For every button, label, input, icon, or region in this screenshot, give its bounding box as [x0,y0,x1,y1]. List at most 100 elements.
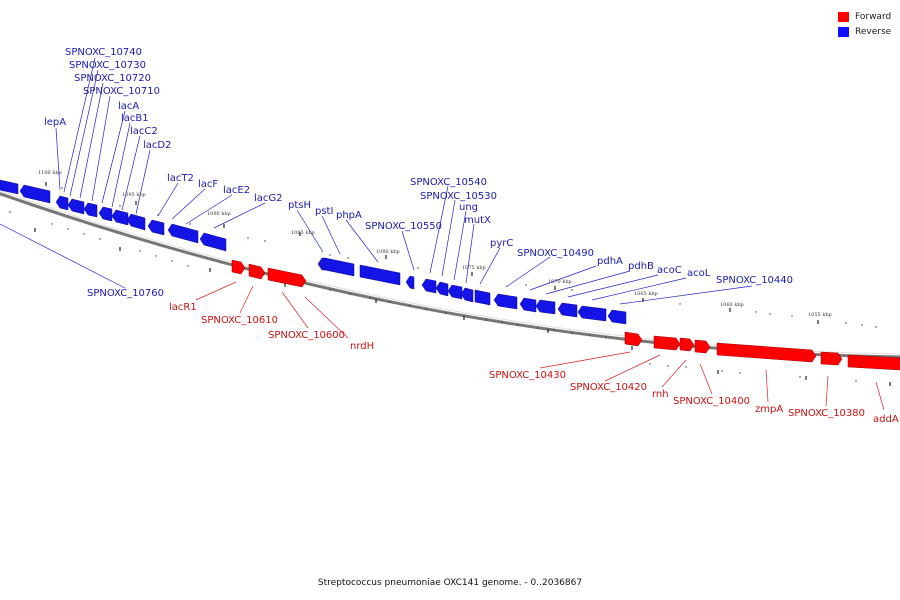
gene-label[interactable]: SPNOXC_10760 [87,288,164,299]
gene-arrow[interactable] [317,257,326,271]
gene-arrow[interactable] [324,257,355,277]
gene-label[interactable]: ptsH [288,200,311,211]
gene-label[interactable]: lacD2 [143,140,171,151]
leader-line [619,285,753,305]
gene-label[interactable]: lacR1 [169,302,197,313]
gene-arrow[interactable] [493,293,518,310]
gene-arrow[interactable] [694,339,711,354]
minor-tick [99,238,101,240]
gene-label[interactable]: SPNOXC_10530 [420,191,497,202]
gene-label[interactable]: SPNOXC_10380 [788,408,865,419]
gene-arrow[interactable] [126,213,146,231]
gene-arrow[interactable] [359,264,401,286]
minor-tick [875,326,877,328]
gene-label[interactable]: pstI [315,206,333,217]
leader-line [591,277,687,301]
gene-arrow[interactable] [248,263,266,280]
gene-arrow[interactable] [421,278,437,294]
gene-arrow[interactable] [624,331,643,347]
gene-arrow[interactable] [557,302,578,318]
gene-arrow[interactable] [535,299,556,315]
gene-arrow[interactable] [67,198,85,215]
leader-line [429,185,449,274]
gene-label[interactable]: rnh [652,389,669,400]
minor-tick [685,366,687,368]
gene-label[interactable]: SPNOXC_10740 [65,47,142,58]
gene-label[interactable]: phpA [336,210,362,221]
gene-label[interactable]: ung [459,202,478,213]
gene-label[interactable]: pyrC [490,238,513,249]
minor-tick [139,250,141,252]
gene-arrow[interactable] [405,275,415,290]
gene-label[interactable]: SPNOXC_10610 [201,315,278,326]
leader-line [401,230,415,271]
gene-label[interactable]: mutX [464,215,491,226]
gene-label[interactable]: SPNOXC_10550 [365,221,442,232]
gene-arrow[interactable] [847,354,900,371]
gene-label[interactable]: lacB1 [121,113,149,124]
gene-label[interactable]: SPNOXC_10420 [570,382,647,393]
reverse-leader-lines [0,57,753,305]
gene-label[interactable]: pdhA [597,256,623,267]
gene-label[interactable]: SPNOXC_10540 [410,177,487,188]
gene-label[interactable]: acoC [657,265,682,276]
leader-line [345,219,379,263]
gene-label[interactable]: addA [873,414,899,425]
minor-tick [845,322,847,324]
gene-arrow[interactable] [435,281,449,297]
gene-label[interactable]: pdhB [628,261,654,272]
gene-arrow[interactable] [447,284,463,300]
gene-label[interactable]: lacT2 [167,173,194,184]
gene-label[interactable]: SPNOXC_10430 [489,370,566,381]
leader-line [453,210,467,281]
gene-label[interactable]: SPNOXC_10440 [716,275,793,286]
gene-arrow[interactable] [83,202,98,218]
gene-arrow[interactable] [267,267,307,288]
gene-arrow[interactable] [519,297,537,313]
reverse-gene-labels: SPNOXC_10740 SPNOXC_10730 SPNOXC_10720 S… [44,47,793,299]
gene-arrow[interactable] [55,195,69,211]
minor-tick [119,205,121,207]
gene-arrow[interactable] [19,184,51,204]
gene-arrow[interactable] [607,309,627,325]
leader-line [465,223,475,284]
gene-label[interactable]: SPNOXC_10400 [673,396,750,407]
gene-arrow[interactable] [460,287,474,303]
gene-arrow[interactable] [577,305,607,322]
gene-arrow[interactable] [653,335,681,351]
gene-arrow[interactable] [716,342,817,363]
leader-line [0,223,126,289]
gene-arrow[interactable] [231,259,246,275]
gene-arrow[interactable] [199,232,227,252]
gene-label[interactable]: SPNOXC_10490 [517,248,594,259]
minor-tick [721,370,723,372]
gene-label[interactable]: nrdH [350,341,374,352]
minor-tick [553,329,555,331]
gene-label[interactable]: SPNOXC_10600 [268,330,345,341]
minor-tick [791,315,793,317]
gene-label[interactable]: lacF [198,179,218,190]
gene-arrow[interactable] [98,206,113,222]
gene-label[interactable]: SPNOXC_10730 [69,60,146,71]
gene-label[interactable]: lacA [118,101,139,112]
gene-label[interactable]: acoL [687,268,711,279]
leader-line [539,351,631,369]
gene-label[interactable]: lepA [44,117,66,128]
minor-tick [501,321,503,323]
leader-line [281,291,309,329]
gene-arrow[interactable] [474,289,491,306]
gene-arrow[interactable] [820,351,843,366]
gene-arrow[interactable] [167,223,199,244]
gene-arrow[interactable] [111,209,129,226]
gene-label[interactable]: lacC2 [130,126,158,137]
gene-arrow[interactable] [147,219,165,236]
gene-label[interactable]: zmpA [755,404,783,415]
gene-arrow[interactable] [679,337,695,352]
gene-label[interactable]: SPNOXC_10710 [83,86,160,97]
leader-line [55,127,61,191]
gene-label[interactable]: lacG2 [254,193,283,204]
minor-tick [187,265,189,267]
gene-label[interactable]: lacE2 [223,185,250,196]
gene-label[interactable]: SPNOXC_10720 [74,73,151,84]
gene-arrow[interactable] [0,179,19,195]
